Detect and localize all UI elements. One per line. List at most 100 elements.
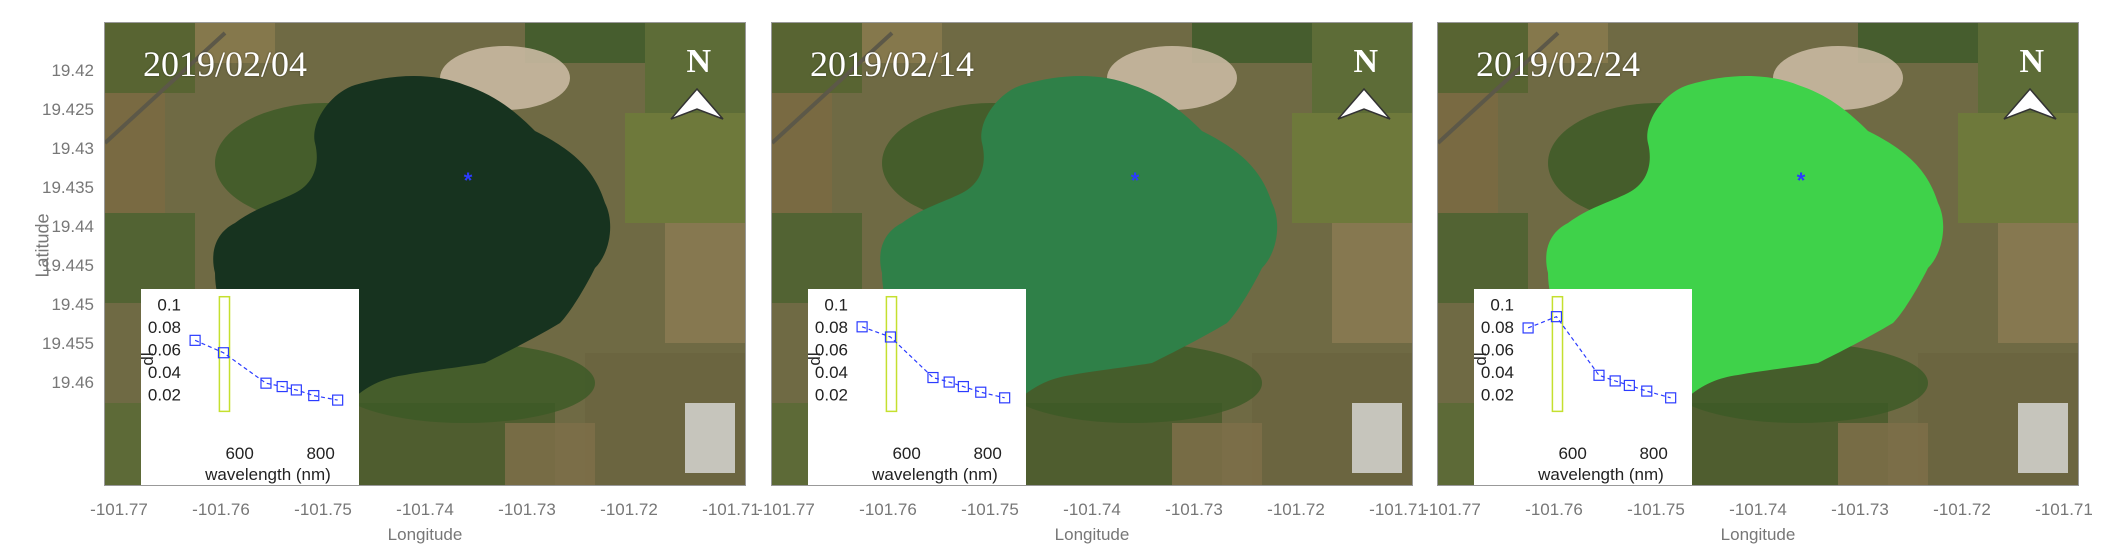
north-label: N — [1353, 43, 1378, 80]
date-label: 2019/02/14 — [810, 44, 975, 84]
farmland-patch — [195, 23, 275, 63]
x-tick-label: -101.71 — [1369, 500, 1427, 519]
x-axis-title: Longitude — [1054, 525, 1130, 544]
inset-chart: 0.02 0.04 0.06 0.08 0.1 600 800 wavelength (nm)… — [808, 295, 1011, 484]
inset-x-tick-label: 600 — [892, 444, 920, 463]
data-point — [1609, 375, 1621, 387]
farmland-patch — [105, 213, 195, 303]
north-arrow-icon — [2003, 87, 2057, 120]
farmland-patch — [625, 113, 745, 223]
data-point — [975, 386, 987, 398]
inset-x-axis-title: wavelength (nm) — [204, 465, 331, 484]
inset-y-tick-label: 0.06 — [815, 340, 848, 359]
inset-y-tick-label: 0.1 — [1490, 295, 1514, 314]
inset-y-tick-label: 0.06 — [1481, 340, 1514, 359]
north-arrow-shape — [2003, 87, 2057, 120]
north-arrow-icon — [670, 87, 724, 120]
inset-y-axis-title: dl — [1474, 352, 1490, 365]
data-point — [943, 376, 955, 388]
y-tick-label: 19.42 — [51, 61, 94, 80]
x-tick-label: -101.74 — [396, 500, 454, 519]
data-point — [217, 347, 230, 359]
farmland-patch — [1332, 223, 1412, 343]
data-point — [856, 321, 868, 333]
x-axis-title: Longitude — [387, 525, 463, 544]
y-tick-label: 19.43 — [51, 139, 94, 158]
north-arrow-shape — [1337, 87, 1391, 120]
inset-x-tick-label: 800 — [973, 444, 1001, 463]
x-tick-label: -101.76 — [192, 500, 250, 519]
inset-y-tick-label: 0.1 — [824, 295, 848, 314]
map-panel: 2019/02/14 N * 0.02 0.04 0.06 0.08 0.1 600 800 wav… — [771, 22, 1413, 486]
spectrum-inset: 0.02 0.04 0.06 0.08 0.1 600 800 wavelength (nm)… — [808, 289, 1026, 485]
greenhouse-area — [685, 403, 735, 473]
inset-y-tick-label: 0.04 — [815, 363, 848, 382]
x-tick-label: -101.71 — [702, 500, 760, 519]
x-tick-label: -101.75 — [1627, 500, 1685, 519]
data-point — [332, 394, 344, 406]
data-point — [1522, 322, 1534, 334]
farmland-patch — [105, 23, 195, 93]
x-tick-label: -101.73 — [1831, 500, 1889, 519]
sample-marker: * — [1796, 168, 1806, 193]
data-point — [290, 384, 302, 396]
sample-marker: * — [1130, 168, 1140, 193]
highlight-band — [218, 295, 231, 413]
inset-y-tick-label: 0.02 — [815, 385, 848, 404]
data-point — [1623, 379, 1635, 392]
farmland-patch — [1528, 23, 1608, 63]
inset-chart: 0.02 0.04 0.06 0.08 0.1 600 800 wavelength (nm)… — [141, 295, 344, 484]
y-tick-label: 19.46 — [51, 373, 94, 392]
data-point — [1593, 369, 1605, 381]
inset-x-axis-title: wavelength (nm) — [871, 465, 998, 484]
road — [1438, 31, 1560, 145]
x-tick-label: -101.74 — [1729, 500, 1787, 519]
inset-y-tick-label: 0.04 — [148, 363, 181, 382]
x-tick-label: -101.74 — [1063, 500, 1121, 519]
inset-y-tick-label: 0.04 — [1481, 363, 1514, 382]
north-label: N — [2019, 43, 2044, 80]
y-tick-label: 19.45 — [51, 295, 94, 314]
farmland-patch — [1438, 93, 1498, 213]
road — [772, 31, 894, 145]
farmland-patch — [1438, 213, 1528, 303]
x-tick-label: -101.76 — [859, 500, 917, 519]
highlight-band — [1551, 295, 1564, 413]
x-tick-label: -101.77 — [1423, 500, 1481, 519]
farmland-patch — [505, 423, 595, 485]
farmland-patch — [105, 93, 165, 213]
x-tick-label: -101.73 — [1165, 500, 1223, 519]
greenhouse-area — [2018, 403, 2068, 473]
farmland-patch — [772, 213, 862, 303]
farmland-patch — [1998, 223, 2078, 343]
road — [105, 31, 227, 145]
data-point — [927, 371, 939, 384]
inset-y-tick-label: 0.02 — [148, 385, 181, 404]
data-point — [308, 389, 320, 402]
inset-y-axis-title: dl — [141, 352, 157, 365]
inset-y-tick-label: 0.06 — [148, 340, 181, 359]
north-arrow-shape — [670, 87, 724, 120]
satellite-map — [105, 23, 745, 485]
satellite-map — [772, 23, 1412, 485]
farmland-patch — [1838, 423, 1928, 485]
north-arrow-icon — [1337, 87, 1391, 120]
x-tick-label: -101.73 — [498, 500, 556, 519]
farmland-patch — [772, 93, 832, 213]
sample-marker: * — [463, 168, 473, 193]
inset-y-tick-label: 0.08 — [1481, 318, 1514, 337]
y-tick-label: 19.425 — [42, 100, 94, 119]
greenhouse-area — [1352, 403, 1402, 473]
data-point — [999, 392, 1011, 404]
north-label: N — [686, 43, 711, 80]
x-tick-label: -101.75 — [294, 500, 352, 519]
inset-y-axis-title: dl — [808, 352, 824, 365]
farmland-patch — [862, 23, 942, 63]
map-panel: 2019/02/24 N * 0.02 0.04 0.06 0.08 0.1 600 800 wav… — [1437, 22, 2079, 486]
data-point — [1641, 385, 1653, 397]
inset-x-axis-title: wavelength (nm) — [1537, 465, 1664, 484]
inset-x-tick-label: 600 — [225, 444, 253, 463]
inset-chart: 0.02 0.04 0.06 0.08 0.1 600 800 wavelength (nm)… — [1474, 295, 1677, 484]
y-tick-label: 19.44 — [51, 217, 94, 236]
data-point — [276, 380, 288, 393]
